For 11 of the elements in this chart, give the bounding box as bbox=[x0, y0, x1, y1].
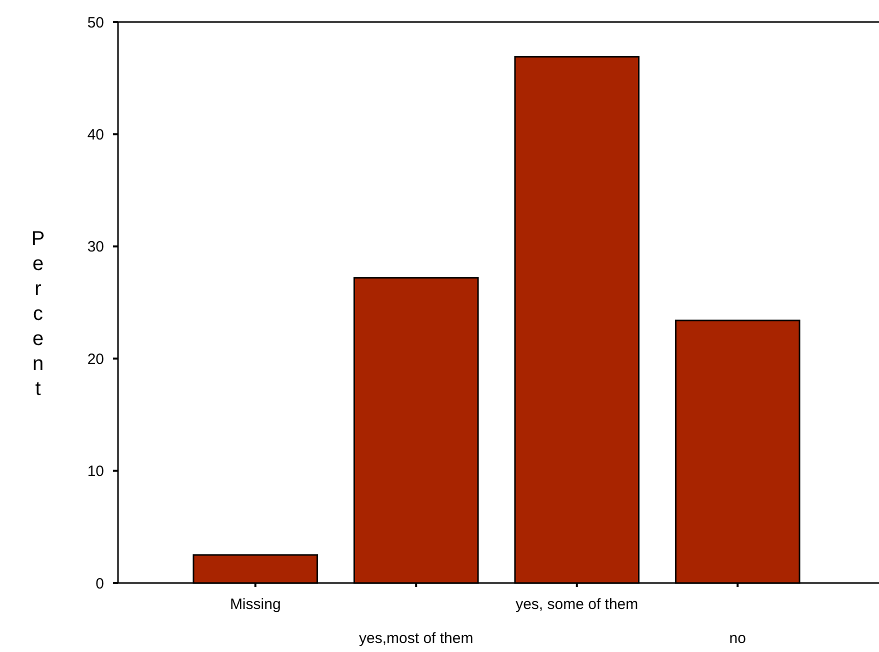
x-tick-label: Missing bbox=[230, 596, 281, 613]
x-tick-label: yes,most of them bbox=[359, 630, 474, 647]
y-tick-label: 40 bbox=[87, 126, 104, 144]
y-tick-label: 30 bbox=[87, 238, 104, 256]
y-tick-label: 20 bbox=[87, 350, 104, 368]
y-tick-label: 10 bbox=[87, 463, 104, 480]
x-tick-label: no bbox=[729, 630, 746, 647]
y-tick-label: 0 bbox=[96, 575, 104, 592]
y-tick-label: 50 bbox=[87, 14, 104, 32]
x-tick-label: yes, some of them bbox=[516, 596, 638, 613]
y-axis-title: Percent bbox=[31, 228, 45, 400]
